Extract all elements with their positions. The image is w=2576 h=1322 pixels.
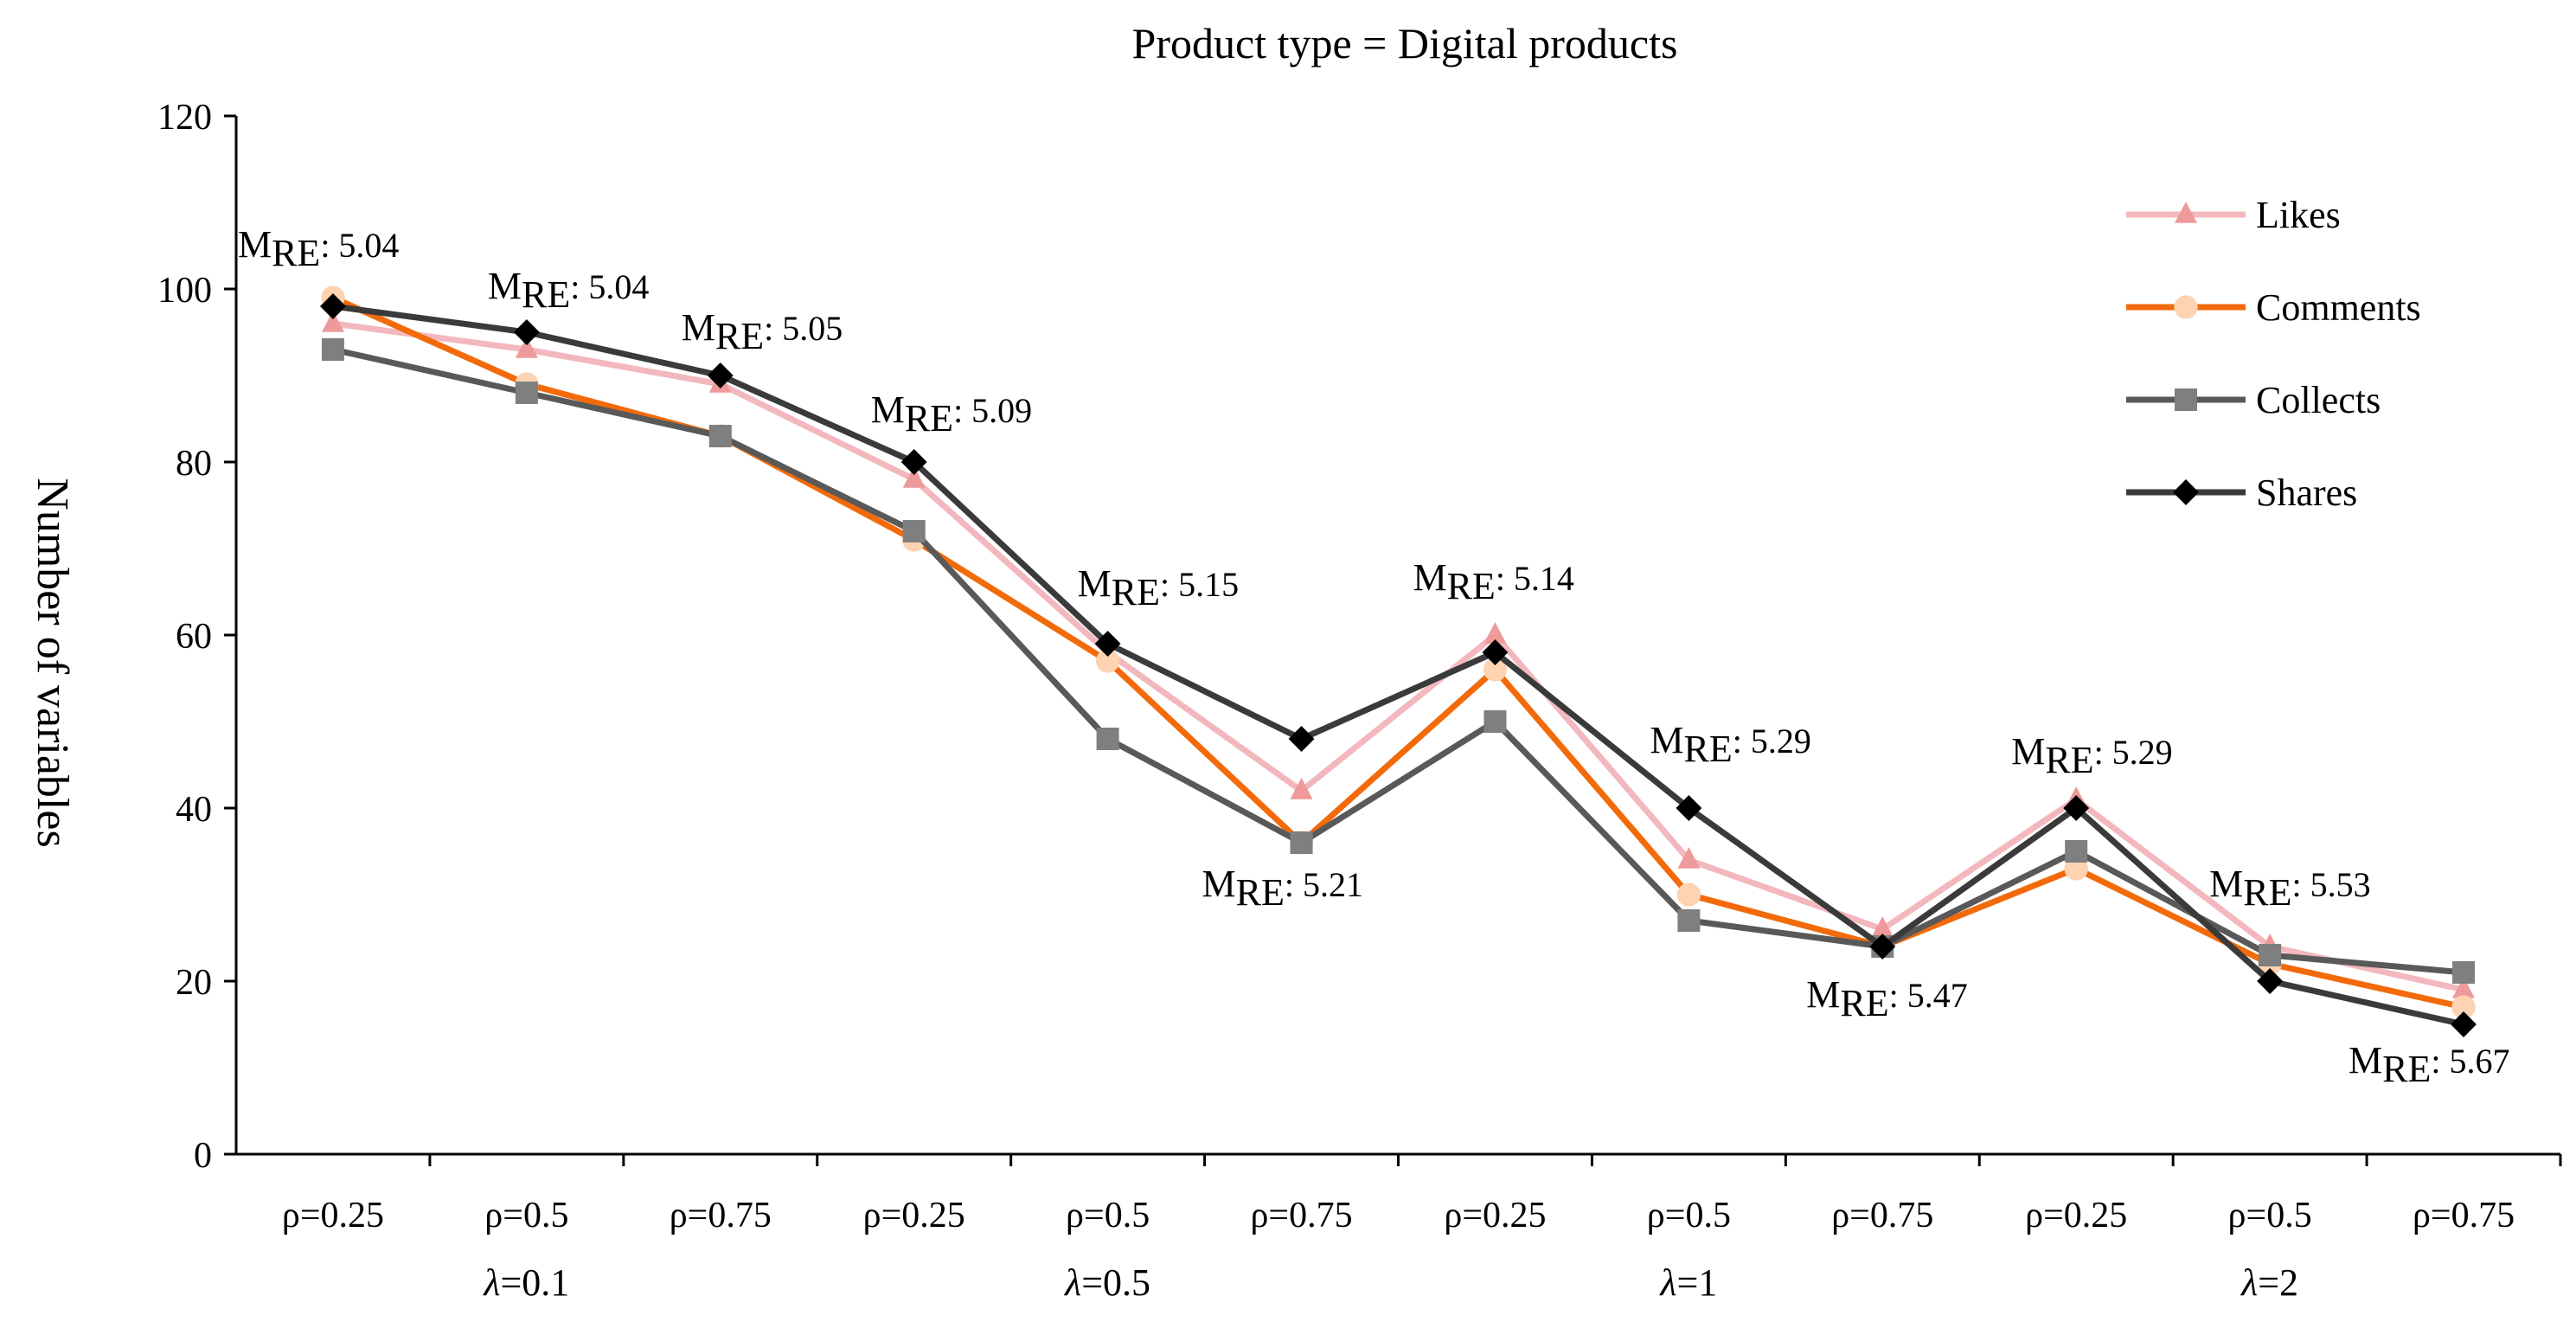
likes-point (515, 337, 538, 358)
legend: Likes Comments Collects Shares (2126, 194, 2421, 514)
shares-point (1676, 795, 1702, 821)
mre-annotation: MRE: 5.15 (1078, 562, 1239, 613)
collects-series-line (332, 346, 2464, 976)
comments-legend-label: Comments (2256, 286, 2421, 329)
mre-annotation: MRE: 5.29 (1650, 719, 1810, 770)
likes-point (1290, 778, 1313, 799)
likes-point (1483, 622, 1507, 644)
likes-point (1871, 916, 1894, 938)
mre-annotation: MRE: 5.53 (2209, 863, 2370, 914)
shares-point (2063, 795, 2090, 821)
shares-legend-marker (2173, 479, 2199, 505)
mre-annotation: MRE: 5.67 (2349, 1039, 2509, 1090)
comments-point (1095, 649, 1120, 673)
y-tick-label: 20 (176, 963, 212, 1003)
comments-legend-marker (2174, 295, 2198, 319)
y-tick-label: 80 (176, 444, 212, 484)
comments-point (1483, 658, 1508, 682)
x-tick-label: ρ=0.5 (1066, 1196, 1150, 1235)
likes-point (2452, 977, 2476, 998)
collects-point (1483, 710, 1507, 733)
collects-point (321, 338, 344, 361)
y-tick-label: 100 (157, 271, 212, 311)
y-tick-label: 0 (194, 1136, 212, 1176)
likes-legend-marker (2175, 202, 2197, 223)
shares-point (1482, 639, 1509, 665)
group-label: λ=0.5 (1063, 1261, 1150, 1304)
collects-point (902, 520, 926, 542)
x-tick-label: ρ=0.25 (863, 1196, 965, 1235)
chart-title: Product type = Digital products (1132, 19, 1678, 67)
likes-point (902, 466, 926, 488)
mre-annotation: MRE: 5.04 (488, 265, 649, 316)
x-tick-label: ρ=0.5 (484, 1196, 568, 1235)
shares-series-line (332, 303, 2464, 1028)
x-tick-label: ρ=0.25 (282, 1196, 384, 1235)
x-tick-label: ρ=0.75 (1831, 1196, 1933, 1235)
x-tick-label: ρ=0.25 (2025, 1196, 2127, 1235)
collects-point (1677, 909, 1701, 932)
collects-legend-marker (2175, 388, 2197, 411)
likes-point (321, 311, 344, 332)
shares-point (707, 363, 734, 388)
y-axis-label: Number of variables (28, 478, 77, 847)
mre-annotation: MRE: 5.29 (2011, 730, 2172, 781)
collects-point (1290, 831, 1313, 854)
x-tick-label: ρ=0.75 (670, 1196, 772, 1235)
shares-point (2257, 968, 2284, 994)
x-tick-label: ρ=0.5 (1647, 1196, 1731, 1235)
mre-annotation: MRE: 5.05 (682, 306, 843, 357)
likes-point (1677, 847, 1701, 869)
mre-annotation: MRE: 5.47 (1806, 973, 1967, 1024)
shares-legend-label: Shares (2256, 472, 2357, 514)
plot-area: 0 20 40 60 80 100 120 ρ=0.25 ρ=0.5 ρ=0.75 ρ=0.25 ρ=… (157, 98, 2562, 1304)
shares-point (900, 449, 927, 475)
y-tick-label: 60 (176, 617, 212, 657)
likes-legend-label: Likes (2256, 194, 2341, 236)
shares-point (513, 319, 540, 345)
shares-point (1869, 934, 1896, 959)
x-tick-label: ρ=0.75 (1250, 1196, 1352, 1235)
collects-point (708, 425, 732, 447)
y-tick-label: 40 (176, 790, 212, 830)
mre-annotation: MRE: 5.09 (871, 388, 1032, 440)
collects-point (2259, 944, 2282, 966)
shares-point (1288, 726, 1315, 752)
comments-point (1676, 882, 1701, 907)
group-label: λ=2 (2240, 1261, 2298, 1304)
shares-point (1094, 631, 1121, 657)
mre-annotation: MRE: 5.21 (1202, 863, 1363, 914)
x-tick-label: ρ=0.5 (2228, 1196, 2312, 1235)
likes-series-line (332, 320, 2464, 993)
comments-series-line (331, 294, 2464, 1011)
collects-point (1096, 728, 1119, 750)
comments-point (2064, 857, 2088, 881)
x-tick-label: ρ=0.75 (2413, 1196, 2515, 1235)
group-label: λ=1 (1658, 1261, 1717, 1304)
x-tick-label: ρ=0.25 (1444, 1196, 1546, 1235)
collects-point (515, 382, 538, 404)
collects-point (2452, 961, 2476, 984)
shares-point (2451, 1011, 2477, 1037)
y-tick-label: 120 (157, 98, 212, 138)
shares-point (320, 293, 346, 319)
collects-legend-label: Collects (2256, 379, 2381, 421)
comments-point (2451, 995, 2476, 1019)
mre-annotation: MRE: 5.04 (238, 223, 399, 274)
group-label: λ=0.1 (482, 1261, 569, 1304)
mre-annotation: MRE: 5.14 (1413, 556, 1573, 607)
collects-point (2065, 840, 2088, 863)
